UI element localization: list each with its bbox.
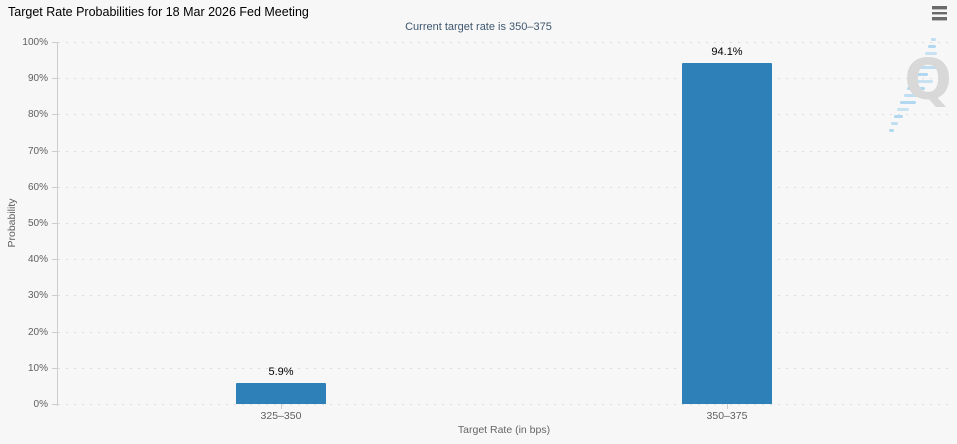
gridline <box>58 404 950 405</box>
bar[interactable] <box>236 383 326 404</box>
y-axis-tick <box>52 368 57 369</box>
y-axis-tick-label: 80% <box>27 109 48 120</box>
q-letter-watermark: Q <box>904 48 952 113</box>
y-axis-tick-label: 0% <box>33 399 48 410</box>
y-axis-tick <box>52 187 57 188</box>
x-axis-category-label: 350–375 <box>706 410 748 422</box>
y-axis-tick-label: 50% <box>27 218 48 229</box>
y-axis-tick-label: 90% <box>27 73 48 84</box>
y-axis-tick-label: 30% <box>27 290 48 301</box>
y-axis-tick-label: 60% <box>27 182 48 193</box>
gridline <box>58 259 950 260</box>
bar-value-label: 5.9% <box>268 366 294 378</box>
y-axis-tick <box>52 332 57 333</box>
gridline <box>58 78 950 79</box>
x-axis-tick <box>727 404 728 409</box>
quikstrike-logo-watermark: Q <box>889 38 952 132</box>
y-axis-tick <box>52 114 57 115</box>
y-axis-tick-label: 70% <box>27 146 48 157</box>
y-axis-tick <box>52 223 57 224</box>
y-axis-tick-label: 20% <box>27 327 48 338</box>
gridline <box>58 295 950 296</box>
y-axis-tick <box>52 78 57 79</box>
export-menu-button[interactable] <box>930 4 950 22</box>
comet-slash-icon <box>889 38 938 132</box>
y-axis-tick-label: 100% <box>22 37 48 48</box>
y-axis-line <box>57 42 58 406</box>
y-axis-tick-label: 10% <box>27 363 48 374</box>
y-axis-tick <box>52 404 57 405</box>
y-axis-tick <box>52 42 57 43</box>
bar-value-label: 94.1% <box>711 46 743 58</box>
gridline <box>58 151 950 152</box>
gridline <box>58 187 950 188</box>
gridline <box>58 368 950 369</box>
gridline <box>58 114 950 115</box>
y-axis-tick-label: 40% <box>27 254 48 265</box>
y-axis-tick <box>52 259 57 260</box>
y-axis-tick <box>52 151 57 152</box>
x-axis-category-label: 325–350 <box>260 410 302 422</box>
bar[interactable] <box>682 63 772 404</box>
gridline <box>58 332 950 333</box>
gridline <box>58 223 950 224</box>
chart-subtitle: Current target rate is 350–375 <box>405 21 552 33</box>
chart-title: Target Rate Probabilities for 18 Mar 202… <box>8 5 309 19</box>
x-axis-title: Target Rate (in bps) <box>457 424 551 436</box>
gridline <box>58 42 950 43</box>
x-axis-tick <box>281 404 282 409</box>
hamburger-menu-icon <box>932 6 948 21</box>
y-axis-tick <box>52 295 57 296</box>
